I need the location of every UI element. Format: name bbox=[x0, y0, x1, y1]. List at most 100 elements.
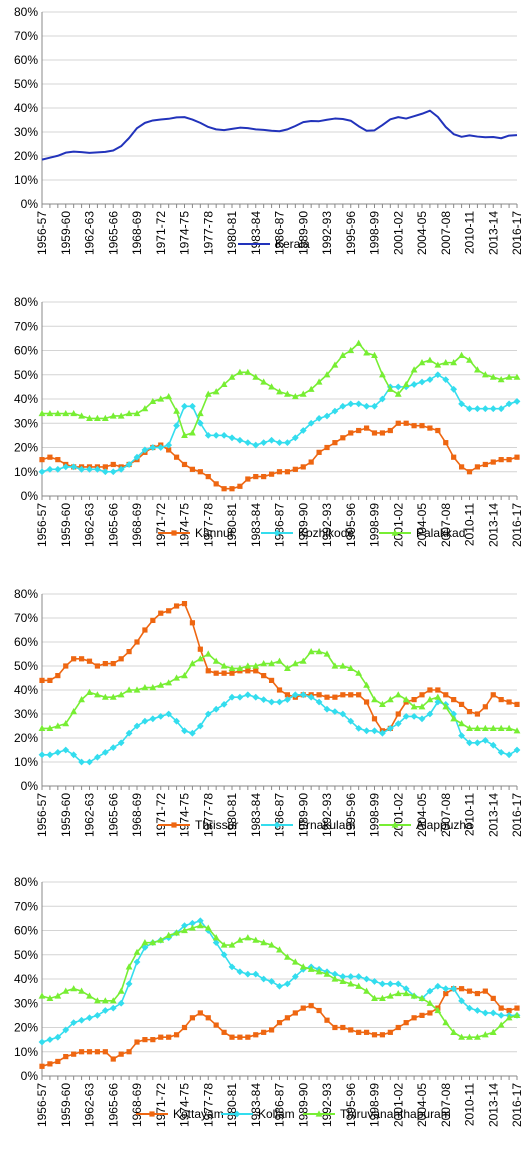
data-point bbox=[173, 603, 180, 609]
data-point bbox=[402, 989, 410, 997]
data-point bbox=[513, 398, 521, 405]
data-point bbox=[150, 617, 156, 623]
data-point bbox=[347, 400, 355, 408]
data-point bbox=[142, 1037, 148, 1043]
data-point bbox=[394, 383, 402, 391]
data-point bbox=[244, 970, 252, 978]
x-tick-label: 1968-69 bbox=[130, 503, 144, 547]
data-point bbox=[316, 449, 322, 455]
data-point bbox=[284, 953, 291, 960]
data-point bbox=[474, 724, 481, 731]
data-point bbox=[394, 980, 402, 988]
data-point bbox=[513, 746, 521, 754]
data-point bbox=[348, 1027, 354, 1033]
data-point bbox=[101, 997, 109, 1004]
data-point bbox=[244, 368, 252, 375]
data-point bbox=[506, 1007, 512, 1014]
data-point bbox=[371, 716, 378, 722]
data-point bbox=[78, 987, 85, 994]
data-point bbox=[514, 1005, 520, 1011]
data-point bbox=[47, 677, 53, 683]
data-point bbox=[109, 412, 117, 419]
x-tick-label: 2004-05 bbox=[415, 211, 429, 255]
data-point bbox=[117, 691, 125, 698]
series-line-thrissur bbox=[42, 602, 518, 732]
data-point bbox=[102, 1049, 108, 1055]
data-point bbox=[126, 649, 132, 655]
data-point bbox=[39, 1063, 45, 1069]
data-point bbox=[442, 376, 450, 383]
data-point bbox=[497, 724, 505, 731]
data-point bbox=[94, 663, 101, 669]
x-tick-label: 1974-75 bbox=[178, 503, 192, 547]
data-point bbox=[220, 941, 228, 948]
data-point bbox=[489, 741, 497, 749]
data-point bbox=[149, 939, 157, 946]
data-point bbox=[47, 1061, 53, 1067]
legend-marker bbox=[391, 821, 399, 828]
data-point bbox=[165, 392, 173, 400]
x-tick-label: 1971-72 bbox=[154, 503, 168, 547]
x-tick-label: 1965-66 bbox=[106, 793, 120, 837]
data-point bbox=[46, 1036, 54, 1044]
data-point bbox=[394, 720, 402, 727]
data-point bbox=[94, 753, 101, 761]
data-point bbox=[410, 992, 418, 999]
data-point bbox=[102, 464, 108, 470]
data-point bbox=[55, 1058, 61, 1065]
x-tick-label: 1989-90 bbox=[296, 1083, 310, 1127]
legend-marker bbox=[391, 529, 399, 536]
data-point bbox=[220, 951, 228, 959]
y-tick-label: 60% bbox=[14, 344, 38, 358]
data-point bbox=[418, 703, 426, 710]
y-tick-label: 60% bbox=[14, 53, 38, 67]
data-point bbox=[418, 359, 426, 366]
data-point bbox=[109, 997, 117, 1004]
data-point bbox=[173, 454, 180, 460]
data-point bbox=[340, 692, 346, 698]
data-point bbox=[386, 696, 394, 703]
data-point bbox=[117, 412, 125, 419]
data-point bbox=[348, 692, 354, 698]
x-tick-label: 1980-81 bbox=[225, 211, 239, 255]
data-point bbox=[86, 1014, 93, 1022]
data-point bbox=[402, 713, 410, 720]
x-tick-label: 2001-02 bbox=[391, 793, 405, 837]
data-point bbox=[102, 661, 108, 667]
data-point bbox=[213, 670, 219, 676]
x-tick-label: 2010-11 bbox=[463, 503, 477, 546]
x-tick-label: 1986-87 bbox=[273, 793, 287, 837]
data-point bbox=[284, 980, 291, 988]
data-point bbox=[418, 715, 426, 723]
data-point bbox=[86, 658, 93, 664]
legend-label: Thiruvananthapuram bbox=[340, 1107, 451, 1121]
data-point bbox=[299, 427, 307, 434]
data-point bbox=[402, 696, 410, 703]
x-tick-label: 1992-93 bbox=[320, 793, 334, 837]
data-point bbox=[149, 397, 157, 405]
data-point bbox=[205, 1015, 211, 1021]
x-tick-label: 2001-02 bbox=[391, 211, 405, 255]
x-tick-label: 2016-17 bbox=[510, 503, 524, 547]
data-point bbox=[38, 1038, 46, 1046]
data-point bbox=[181, 1024, 188, 1031]
data-point bbox=[474, 464, 481, 470]
x-tick-label: 2001-02 bbox=[391, 503, 405, 547]
x-tick-label: 1977-78 bbox=[201, 793, 215, 837]
data-point bbox=[434, 693, 442, 700]
y-tick-label: 20% bbox=[14, 731, 38, 745]
data-point bbox=[228, 664, 236, 671]
chart-2: 0% 10% 20% 30% 40% 50% 60% 70% 80% 1956-57 1959-60… bbox=[14, 295, 524, 547]
data-point bbox=[299, 691, 307, 699]
data-point bbox=[189, 660, 196, 667]
data-point bbox=[133, 958, 141, 966]
data-point bbox=[252, 373, 260, 380]
legend-marker bbox=[149, 1111, 155, 1117]
data-point bbox=[505, 373, 513, 380]
data-point bbox=[196, 409, 204, 417]
x-tick-label: 1995-96 bbox=[344, 793, 358, 837]
data-point bbox=[386, 980, 394, 988]
data-point bbox=[418, 378, 426, 386]
data-point bbox=[253, 1032, 259, 1038]
data-point bbox=[236, 368, 244, 375]
